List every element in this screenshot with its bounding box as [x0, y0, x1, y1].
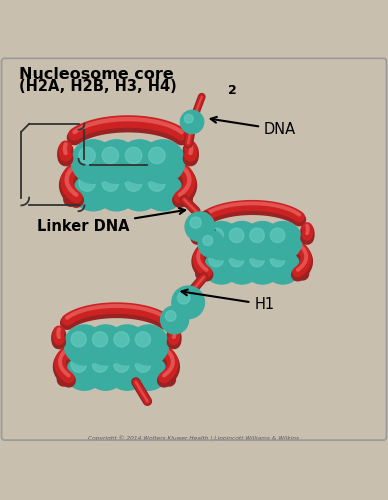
- Circle shape: [190, 217, 201, 228]
- Circle shape: [64, 350, 104, 391]
- Circle shape: [128, 325, 168, 365]
- Circle shape: [64, 325, 104, 365]
- Circle shape: [128, 350, 168, 391]
- Circle shape: [243, 246, 282, 284]
- Circle shape: [177, 292, 190, 304]
- Circle shape: [114, 332, 129, 347]
- Circle shape: [161, 306, 189, 334]
- Circle shape: [264, 222, 302, 260]
- Circle shape: [86, 350, 126, 391]
- Circle shape: [229, 228, 244, 242]
- Circle shape: [229, 252, 244, 267]
- Circle shape: [203, 222, 241, 260]
- Circle shape: [165, 310, 176, 321]
- Circle shape: [141, 140, 185, 184]
- Circle shape: [135, 357, 151, 372]
- Circle shape: [92, 332, 108, 347]
- Circle shape: [184, 114, 193, 123]
- Circle shape: [141, 168, 185, 211]
- Circle shape: [79, 174, 95, 192]
- Circle shape: [243, 222, 282, 260]
- Circle shape: [95, 140, 138, 184]
- Circle shape: [125, 147, 142, 164]
- Circle shape: [250, 252, 264, 267]
- Circle shape: [264, 246, 302, 284]
- Circle shape: [71, 140, 115, 184]
- Text: H1: H1: [182, 290, 274, 312]
- Circle shape: [79, 147, 95, 164]
- Circle shape: [102, 147, 119, 164]
- Circle shape: [180, 110, 204, 134]
- Circle shape: [209, 252, 223, 267]
- Text: Nucleosome core: Nucleosome core: [19, 67, 174, 82]
- Text: DNA: DNA: [211, 117, 296, 137]
- Text: (H2A, H2B, H3, H4): (H2A, H2B, H3, H4): [19, 78, 177, 94]
- Circle shape: [107, 350, 147, 391]
- Circle shape: [71, 168, 115, 211]
- Circle shape: [223, 222, 261, 260]
- Circle shape: [198, 231, 225, 258]
- Circle shape: [125, 174, 142, 192]
- Circle shape: [250, 228, 264, 242]
- Circle shape: [95, 168, 138, 211]
- Circle shape: [270, 252, 285, 267]
- Circle shape: [135, 332, 151, 347]
- Circle shape: [223, 246, 261, 284]
- Circle shape: [107, 325, 147, 365]
- Text: Copyright © 2014 Wolters Kluwer Health | Lippincott Williams & Wilkins: Copyright © 2014 Wolters Kluwer Health |…: [88, 436, 300, 442]
- Text: 2: 2: [228, 84, 237, 98]
- Circle shape: [86, 325, 126, 365]
- Circle shape: [102, 174, 119, 192]
- Circle shape: [209, 228, 223, 242]
- Circle shape: [185, 212, 215, 242]
- Circle shape: [114, 357, 129, 372]
- Circle shape: [92, 357, 108, 372]
- Circle shape: [71, 357, 86, 372]
- Circle shape: [71, 332, 86, 347]
- Circle shape: [118, 168, 161, 211]
- Circle shape: [203, 246, 241, 284]
- Circle shape: [149, 147, 165, 164]
- Circle shape: [203, 236, 213, 246]
- Circle shape: [172, 286, 204, 318]
- Text: Linker DNA: Linker DNA: [37, 208, 185, 234]
- Circle shape: [149, 174, 165, 192]
- Circle shape: [270, 228, 285, 242]
- Circle shape: [118, 140, 161, 184]
